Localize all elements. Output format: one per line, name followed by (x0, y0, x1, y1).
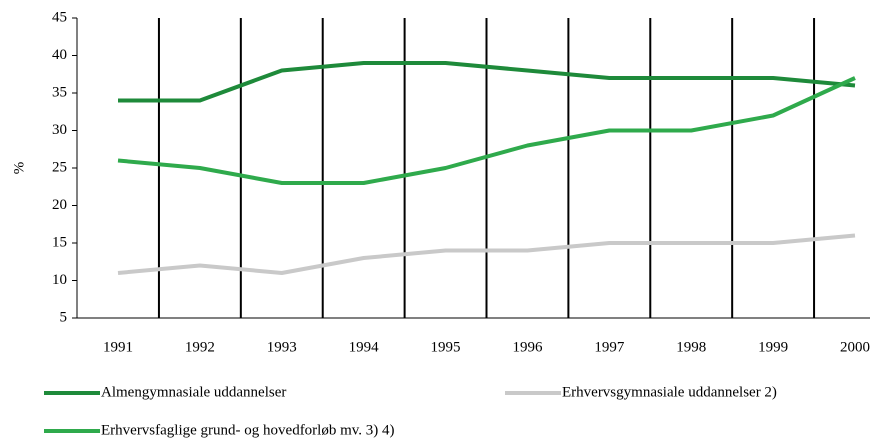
legend-label: Erhvervsfaglige grund- og hovedforløb mv… (101, 422, 395, 438)
legend-label: Almengymnasiale uddannelser (101, 384, 286, 400)
x-tick-label: 1994 (349, 339, 380, 355)
x-tick-label: 1996 (512, 339, 543, 355)
y-tick-label: 10 (52, 272, 67, 288)
y-tick-label: 30 (52, 122, 67, 138)
legend-label: Erhvervsgymnasiale uddannelser 2) (562, 384, 777, 400)
y-tick-label: 15 (52, 234, 67, 250)
y-tick-label: 20 (52, 197, 67, 213)
x-tick-label: 1998 (676, 339, 706, 355)
x-tick-label: 1991 (103, 339, 133, 355)
x-tick-label: 1992 (185, 339, 215, 355)
series-line (117, 76, 856, 185)
x-tick-label: 1997 (594, 339, 625, 355)
y-tick-label: 40 (52, 47, 67, 63)
x-tick-label: 1995 (431, 339, 461, 355)
y-tick-label: 5 (60, 309, 68, 325)
x-tick-label: 2000 (840, 339, 870, 355)
y-tick-label: 45 (52, 9, 67, 25)
series-line (117, 233, 856, 275)
x-tick-label: 1993 (267, 339, 297, 355)
series-line (118, 61, 856, 103)
y-axis-label: % (11, 162, 27, 175)
y-tick-label: 35 (52, 84, 67, 100)
y-tick-label: 25 (52, 159, 67, 175)
x-tick-label: 1999 (758, 339, 788, 355)
